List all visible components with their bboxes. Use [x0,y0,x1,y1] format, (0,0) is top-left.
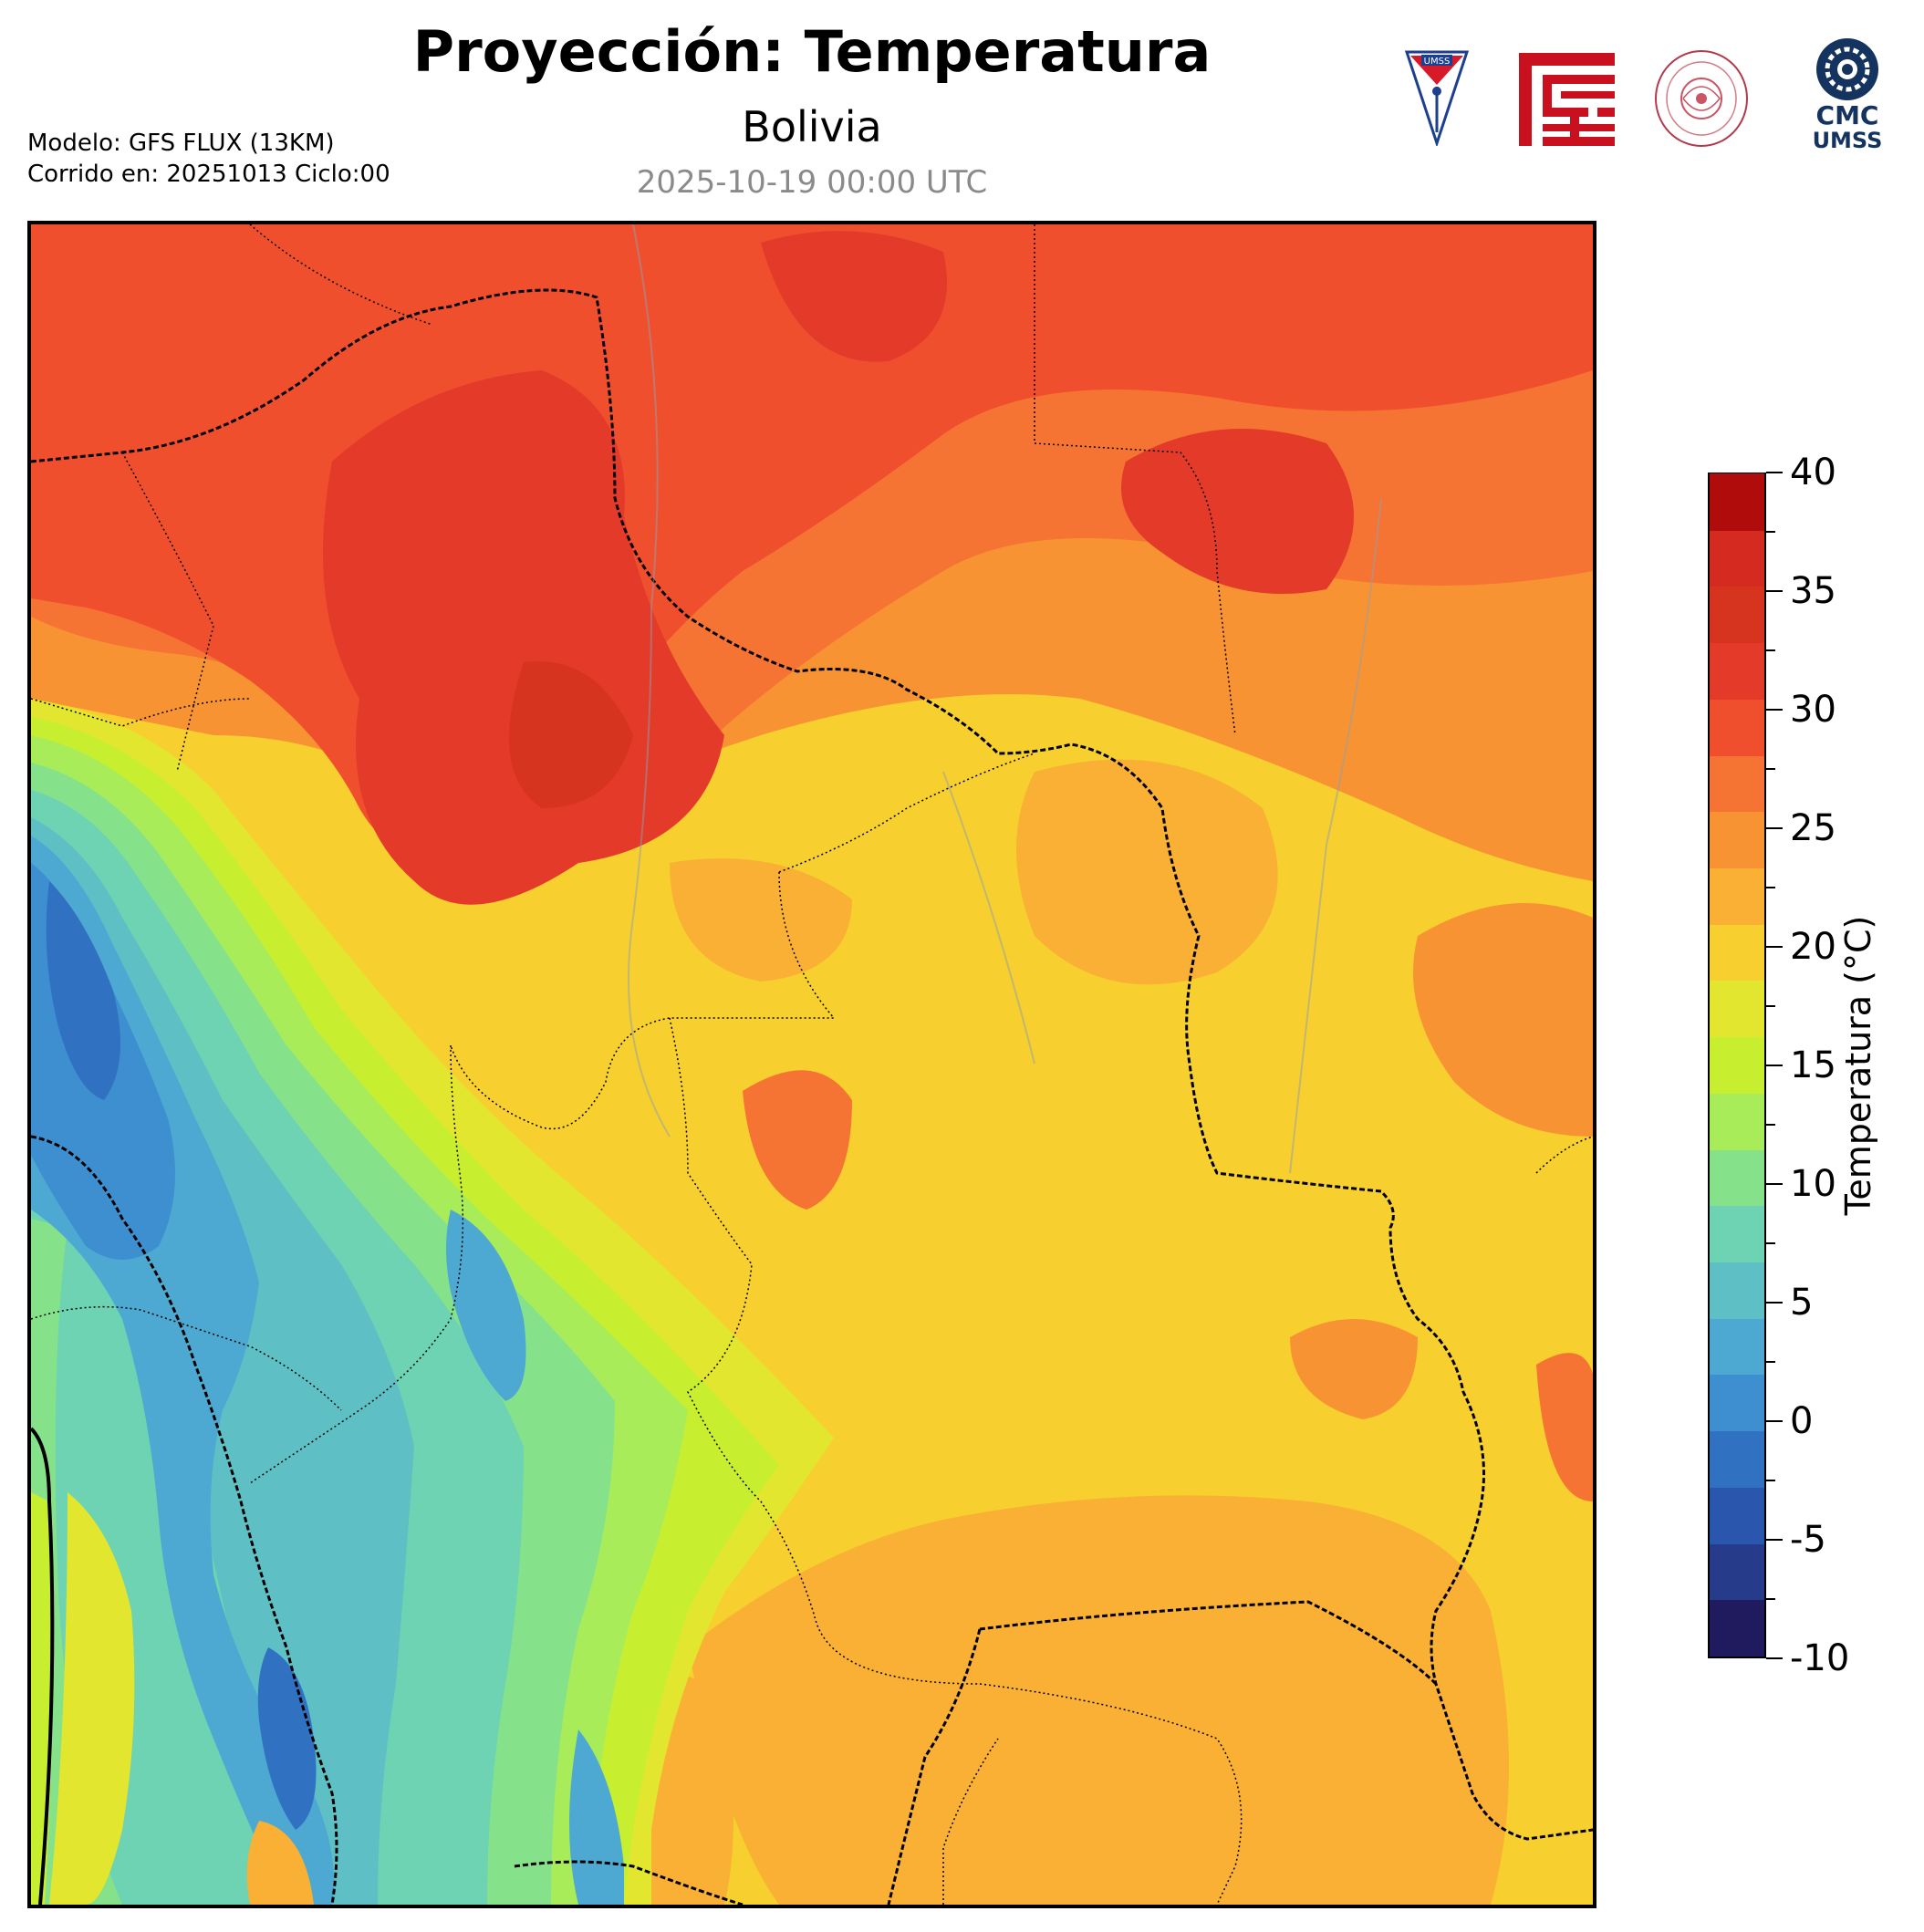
umss-shield-text: UMSS [1424,57,1451,67]
colorbar-segment [1710,1374,1764,1432]
colorbar-tick-label: 25 [1790,807,1836,849]
colorbar-tick-label: -5 [1790,1519,1826,1561]
colorbar-segment [1710,1486,1764,1544]
colorbar-minor-tick [1766,649,1775,651]
colorbar-tick-label: 35 [1790,570,1836,612]
temperature-map[interactable] [27,221,1596,1908]
colorbar-major-tick [1766,709,1783,711]
temperature-field [31,224,1593,1905]
colorbar-minor-tick [1766,1598,1775,1600]
cmc-text: CMC [1815,100,1879,130]
colorbar-segment [1710,867,1764,925]
cmc-umss-text: UMSS [1812,128,1883,153]
colorbar-minor-tick [1766,768,1775,770]
colorbar-major-tick [1766,1065,1783,1066]
colorbar-tick-label: 0 [1790,1400,1814,1442]
colorbar-label: Temperatura (°C) [1838,915,1878,1216]
colorbar-minor-tick [1766,1480,1775,1481]
colorbar-minor-tick [1766,1361,1775,1363]
colorbar-segment [1710,1599,1764,1657]
colorbar-segment [1710,923,1764,982]
map-title: Proyección: Temperatura [412,18,1212,85]
colorbar-major-tick [1766,946,1783,948]
colorbar-segment [1710,1205,1764,1262]
fcyt-logo [1519,53,1615,146]
fisica-department-seal-logo [1651,47,1752,150]
colorbar-major-tick [1766,1657,1783,1659]
colorbar-minor-tick [1766,887,1775,888]
colorbar-segment [1710,1092,1764,1150]
colorbar-segment [1710,1542,1764,1601]
map-subtitle: Bolivia [742,102,882,151]
colorbar-segment [1710,698,1764,756]
cmc-umss-logo: CMC UMSS [1802,36,1893,164]
colorbar-tick-label: -10 [1790,1637,1850,1679]
colorbar-segment [1710,586,1764,644]
colorbar-tick-label: 10 [1790,1163,1836,1205]
colorbar-minor-tick [1766,531,1775,533]
colorbar-segment [1710,1430,1764,1488]
umss-shield-logo: UMSS [1404,50,1470,148]
colorbar-segment [1710,529,1764,587]
colorbar-minor-tick [1766,1242,1775,1244]
colorbar-segment [1710,1317,1764,1376]
colorbar-tick-label: 20 [1790,926,1836,968]
colorbar-segment [1710,980,1764,1038]
colorbar-minor-tick [1766,1124,1775,1126]
model-line: Modelo: GFS FLUX (13KM) [27,130,335,157]
run-info: Modelo: GFS FLUX (13KM) Corrido en: 2025… [27,128,390,190]
colorbar-major-tick [1766,1539,1783,1541]
run-line: Corrido en: 20251013 Ciclo:00 [27,161,390,188]
colorbar-tick-label: 40 [1790,452,1836,493]
colorbar-segment [1710,1148,1764,1207]
colorbar-segment [1710,473,1764,531]
colorbar-major-tick [1766,590,1783,592]
colorbar-segment [1710,1262,1764,1319]
colorbar-tick-label: 30 [1790,689,1836,731]
colorbar-segment [1710,754,1764,813]
colorbar-tick-label: 5 [1790,1282,1814,1324]
colorbar-minor-tick [1766,1005,1775,1007]
colorbar-major-tick [1766,1302,1783,1304]
valid-time: 2025-10-19 00:00 UTC [636,164,988,201]
temperature-colorbar [1708,473,1766,1658]
colorbar-tick-label: 15 [1790,1044,1836,1086]
colorbar-segment [1710,642,1764,700]
colorbar-major-tick [1766,827,1783,829]
colorbar-major-tick [1766,472,1783,473]
colorbar-segment [1710,1036,1764,1094]
colorbar-major-tick [1766,1183,1783,1185]
colorbar-major-tick [1766,1420,1783,1422]
colorbar-segment [1710,811,1764,868]
